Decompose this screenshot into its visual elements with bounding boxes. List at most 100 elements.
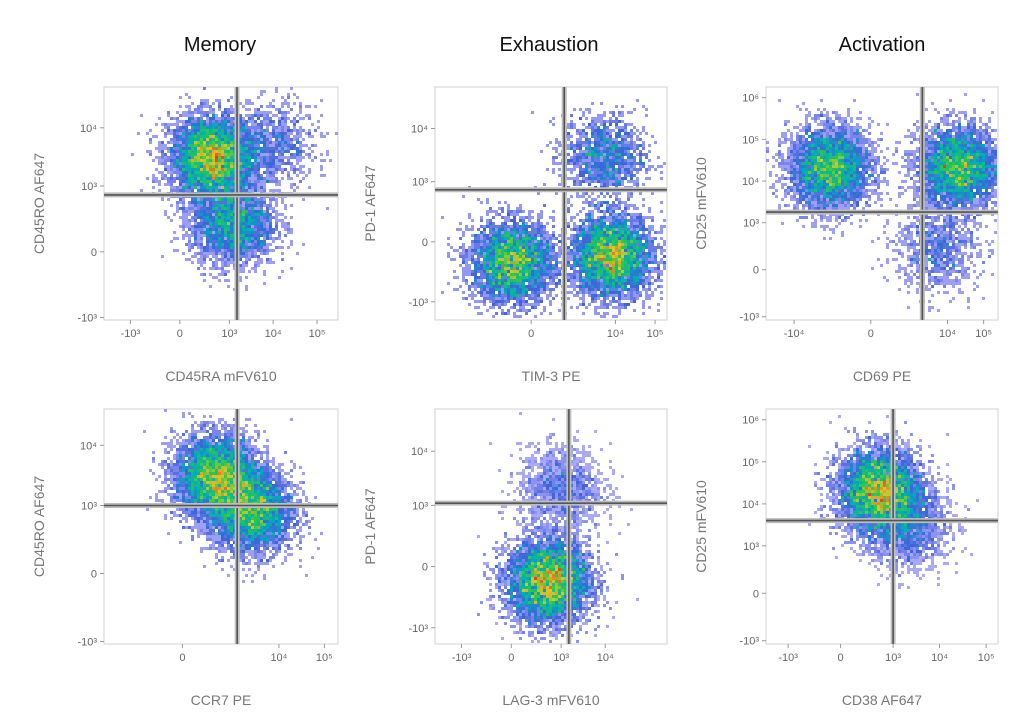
density-cell [588, 168, 591, 171]
density-cell [269, 249, 272, 252]
density-cell [281, 270, 284, 273]
density-cell [543, 231, 546, 234]
density-cell [609, 168, 612, 171]
density-cell [218, 144, 221, 147]
density-cell [230, 228, 233, 231]
density-cell [212, 222, 215, 225]
density-cell [257, 132, 260, 135]
density-cell [495, 303, 498, 306]
density-cell [188, 96, 191, 99]
density-cell [516, 309, 519, 312]
density-cell [296, 150, 299, 153]
density-cell [492, 294, 495, 297]
density-cell [624, 135, 627, 138]
density-cell [537, 222, 540, 225]
density-cell [272, 162, 275, 165]
density-cell [642, 306, 645, 309]
density-cell [654, 231, 657, 234]
density-cell [263, 237, 266, 240]
density-cell [206, 168, 209, 171]
density-cell [224, 108, 227, 111]
density-cell [627, 192, 630, 195]
density-cell [245, 285, 248, 288]
density-cell [808, 114, 811, 117]
density-cell [182, 135, 185, 138]
density-cell [588, 159, 591, 162]
density-cell [269, 162, 272, 165]
density-cell [501, 222, 504, 225]
density-cell [188, 120, 191, 123]
density-cell [621, 222, 624, 225]
density-cell [209, 246, 212, 249]
density-cell [275, 201, 278, 204]
density-cell [191, 231, 194, 234]
density-cell [254, 186, 257, 189]
x-tick-label: 10³ [221, 328, 237, 340]
density-cell [835, 111, 838, 114]
density-cell [946, 114, 949, 117]
density-cell [230, 120, 233, 123]
density-cell [585, 165, 588, 168]
density-cell [615, 285, 618, 288]
density-cell [206, 165, 209, 168]
density-cell [570, 243, 573, 246]
density-cell [651, 249, 654, 252]
density-cell [552, 288, 555, 291]
density-cell [227, 264, 230, 267]
density-cell [498, 234, 501, 237]
density-cell [272, 147, 275, 150]
density-cell [254, 180, 257, 183]
density-cell [197, 258, 200, 261]
density-cell [778, 99, 781, 102]
density-cell [281, 138, 284, 141]
density-cell [630, 195, 633, 198]
density-cell [185, 258, 188, 261]
density-cell [528, 270, 531, 273]
density-cell [576, 252, 579, 255]
density-cell [480, 279, 483, 282]
density-cell [468, 294, 471, 297]
density-cell [251, 237, 254, 240]
density-cell [600, 138, 603, 141]
density-cell [621, 180, 624, 183]
density-cell [597, 171, 600, 174]
density-cell [808, 129, 811, 132]
density-cell [979, 120, 982, 123]
density-cell [317, 126, 320, 129]
density-cell [176, 189, 179, 192]
density-cell [224, 261, 227, 264]
density-cell [233, 198, 236, 201]
density-cell [224, 186, 227, 189]
density-cell [260, 135, 263, 138]
density-cell [570, 135, 573, 138]
density-cell [266, 180, 269, 183]
density-cell [594, 144, 597, 147]
density-cell [218, 108, 221, 111]
density-cell [606, 159, 609, 162]
density-cell [212, 183, 215, 186]
density-cell [227, 213, 230, 216]
density-cell [260, 201, 263, 204]
density-cell [627, 135, 630, 138]
density-cell [215, 159, 218, 162]
density-cell [555, 150, 558, 153]
density-cell [546, 276, 549, 279]
density-cell [251, 138, 254, 141]
density-cell [176, 135, 179, 138]
density-cell [266, 249, 269, 252]
density-cell [648, 210, 651, 213]
density-cell [609, 213, 612, 216]
density-cell [573, 180, 576, 183]
density-cell [188, 171, 191, 174]
density-cell [618, 303, 621, 306]
density-cell [573, 282, 576, 285]
density-cell [483, 225, 486, 228]
density-cell [573, 249, 576, 252]
density-cell [519, 273, 522, 276]
density-cell [519, 234, 522, 237]
density-cell [492, 270, 495, 273]
density-cell [284, 156, 287, 159]
density-cell [486, 249, 489, 252]
density-cell [281, 198, 284, 201]
density-cell [958, 138, 961, 141]
